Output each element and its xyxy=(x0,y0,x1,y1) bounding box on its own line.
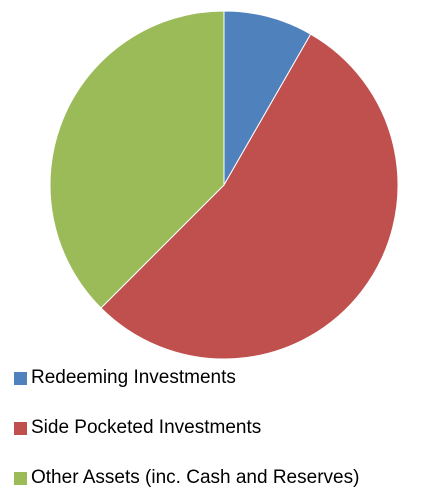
legend-swatch-other-assets xyxy=(14,471,27,485)
legend-item-other-assets: Other Assets (inc. Cash and Reserves) xyxy=(14,464,444,492)
pie-slice-other-assets xyxy=(49,10,225,309)
pie-plot-area xyxy=(49,10,399,360)
legend-swatch-side-pocketed xyxy=(14,421,27,435)
legend-label-other-assets: Other Assets (inc. Cash and Reserves) xyxy=(31,467,360,488)
legend-swatch-redeeming xyxy=(14,371,27,385)
legend-item-side-pocketed: Side Pocketed Investments xyxy=(14,414,444,442)
pie-slice-side-pocketed xyxy=(100,33,399,360)
legend-label-redeeming: Redeeming Investments xyxy=(31,367,236,388)
legend: Redeeming Investments Side Pocketed Inve… xyxy=(14,364,444,492)
pie-slice-redeeming xyxy=(223,10,312,187)
legend-label-side-pocketed: Side Pocketed Investments xyxy=(31,417,262,438)
legend-item-redeeming: Redeeming Investments xyxy=(14,364,444,392)
